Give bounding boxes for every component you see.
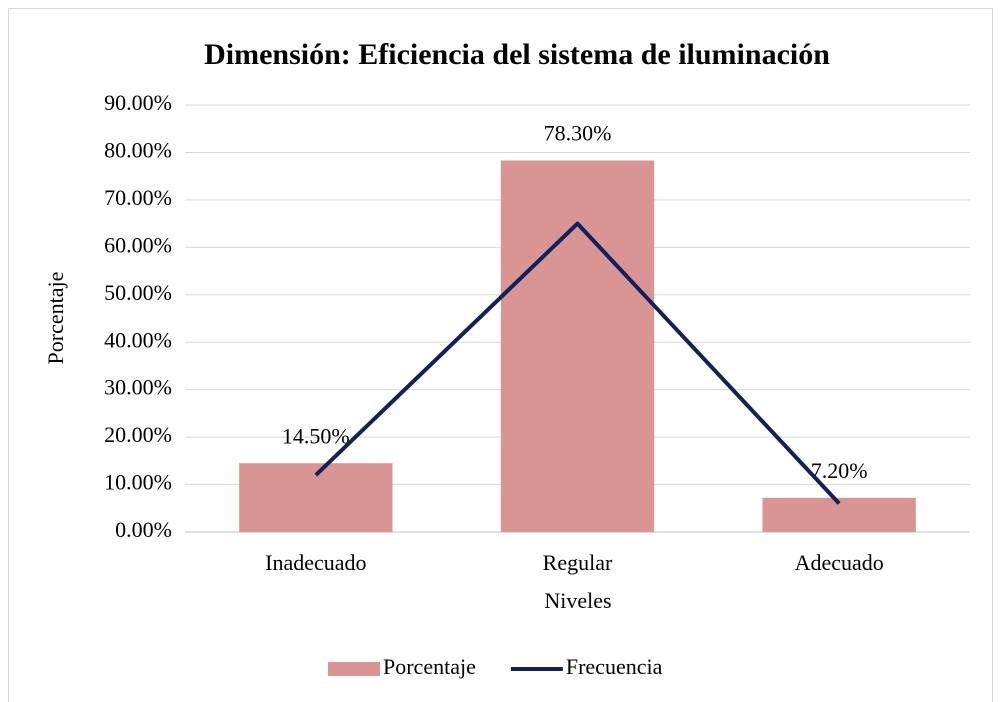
- y-tick-label: 20.00%: [104, 422, 172, 447]
- legend-label: Frecuencia: [566, 654, 663, 679]
- bar: [500, 160, 655, 532]
- x-tick-label: Regular: [543, 550, 613, 575]
- data-label: 14.50%: [282, 423, 350, 448]
- y-tick-label: 10.00%: [104, 470, 172, 495]
- y-tick-label: 40.00%: [104, 327, 172, 352]
- y-tick-label: 70.00%: [104, 185, 172, 210]
- x-axis-label: Niveles: [544, 588, 611, 613]
- x-tick-label: Inadecuado: [265, 550, 366, 575]
- y-tick-label: 0.00%: [115, 517, 172, 542]
- chart-title: Dimensión: Eficiencia del sistema de ilu…: [204, 38, 830, 71]
- y-tick-label: 90.00%: [104, 90, 172, 115]
- y-tick-label: 50.00%: [104, 280, 172, 305]
- data-label: 78.30%: [544, 121, 612, 146]
- y-tick-label: 80.00%: [104, 137, 172, 162]
- y-axis-label: Porcentaje: [43, 272, 68, 365]
- y-tick-label: 30.00%: [104, 375, 172, 400]
- chart-border: [8, 8, 993, 702]
- legend-label: Porcentaje: [383, 654, 476, 679]
- legend-swatch: [328, 662, 380, 676]
- line: [314, 221, 841, 505]
- y-tick-label: 60.00%: [104, 232, 172, 257]
- x-tick-label: Adecuado: [795, 550, 884, 575]
- data-label: 7.20%: [811, 458, 868, 483]
